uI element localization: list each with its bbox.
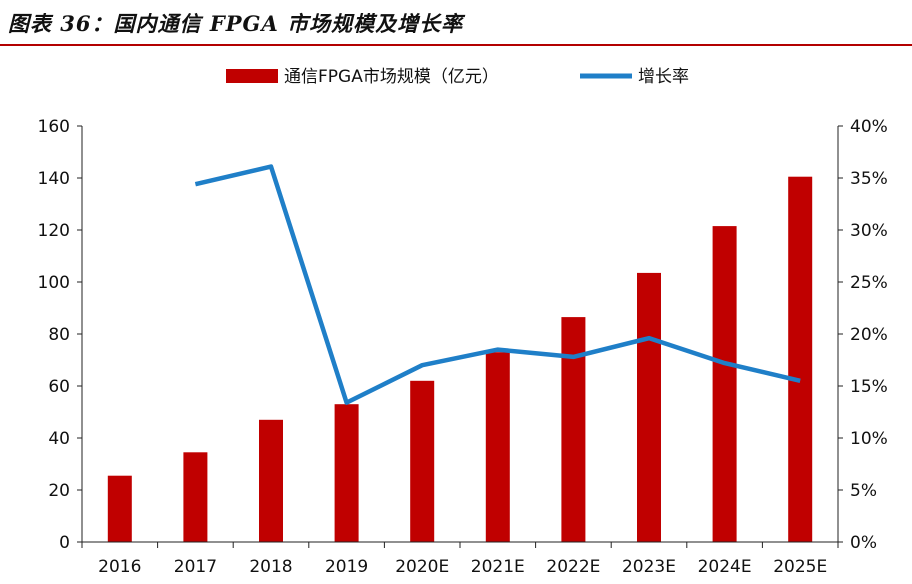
x-tick-label: 2019	[325, 557, 368, 577]
legend-bar-swatch	[226, 69, 278, 83]
left-tick-label: 0	[59, 533, 70, 553]
x-tick-label: 2017	[174, 557, 217, 577]
right-tick-label: 20%	[850, 325, 888, 345]
x-tick-label: 2018	[249, 557, 292, 577]
x-tick-label: 2023E	[622, 557, 676, 577]
x-tick-label: 2016	[98, 557, 141, 577]
line-series	[194, 164, 801, 405]
x-tick-label: 2020E	[395, 557, 449, 577]
right-tick-label: 25%	[850, 273, 888, 293]
left-tick-label: 160	[38, 117, 70, 137]
left-tick-label: 20	[48, 481, 70, 501]
x-tick-label: 2021E	[471, 557, 525, 577]
x-tick-label: 2024E	[698, 557, 752, 577]
bar	[183, 452, 208, 542]
legend-bar-label: 通信FPGA市场规模（亿元）	[284, 67, 499, 87]
bar	[788, 176, 813, 542]
bar	[637, 272, 661, 542]
right-tick-label: 5%	[850, 481, 877, 501]
right-y-axis: 0% 5% 10% 15% 20% 25% 30% 35% 40%	[837, 117, 888, 553]
left-tick-label: 60	[48, 377, 70, 397]
right-tick-label: 0%	[850, 533, 877, 553]
bar	[334, 404, 359, 542]
left-tick-label: 120	[38, 221, 70, 241]
x-axis: 2016 2017 2018 2019 2020E 2021E 2022E 2023E 2024…	[81, 541, 839, 577]
bar	[712, 226, 737, 542]
left-y-axis: 0 20 40 60 80 100 120 140 160	[38, 117, 83, 553]
right-tick-label: 30%	[850, 221, 888, 241]
legend-line-label: 增长率	[638, 67, 689, 87]
bar	[561, 317, 586, 542]
left-tick-label: 80	[48, 325, 70, 345]
legend: 通信FPGA市场规模（亿元） 增长率	[226, 67, 689, 87]
x-tick-label: 2025E	[773, 557, 827, 577]
chart-title: 图表 36：国内通信 FPGA 市场规模及增长率	[8, 11, 464, 36]
left-tick-label: 100	[38, 273, 70, 293]
bar-series	[107, 176, 813, 542]
bar	[259, 419, 283, 542]
right-tick-label: 15%	[850, 377, 888, 397]
left-tick-label: 40	[48, 429, 70, 449]
bar	[410, 380, 435, 542]
x-tick-label: 2022E	[546, 557, 600, 577]
right-tick-label: 35%	[850, 169, 888, 189]
bar	[107, 475, 132, 542]
right-tick-label: 40%	[850, 117, 888, 137]
right-tick-label: 10%	[850, 429, 888, 449]
title-underline	[0, 44, 912, 46]
left-tick-label: 140	[38, 169, 70, 189]
bar	[485, 352, 510, 542]
